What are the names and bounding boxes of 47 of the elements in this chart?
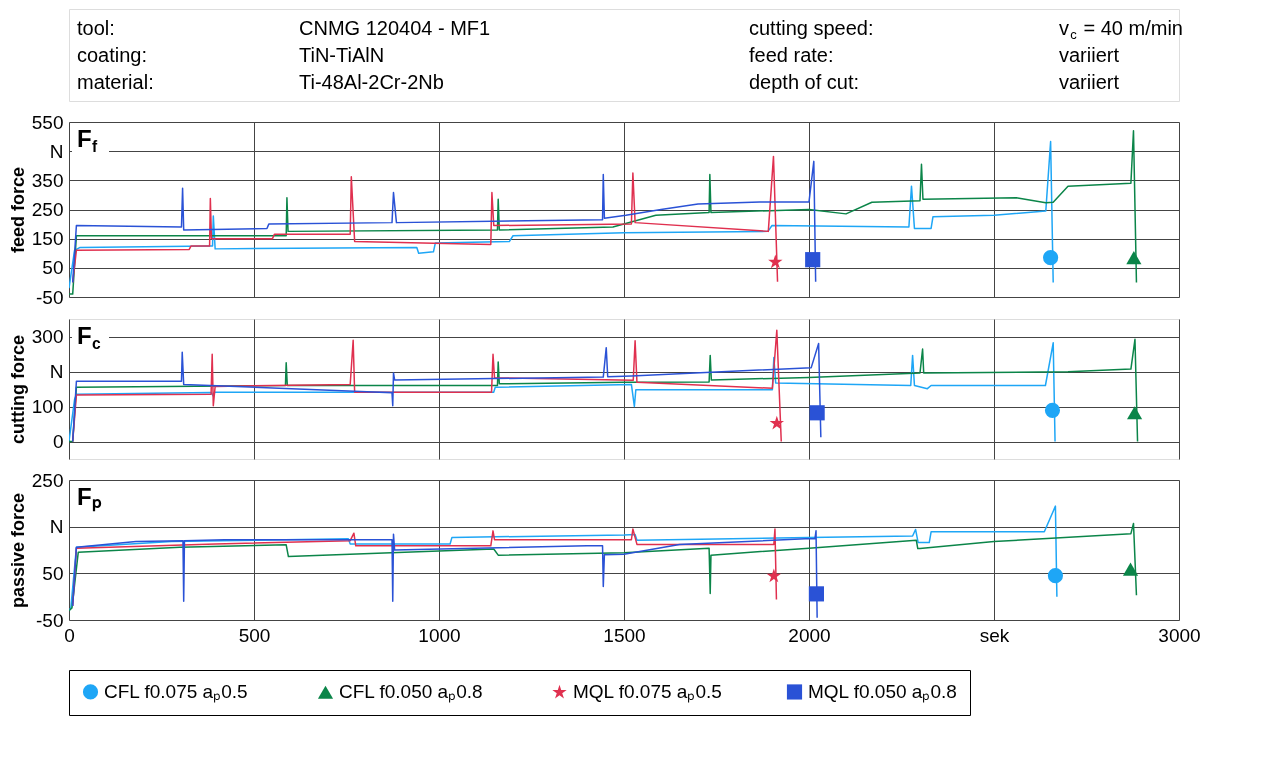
- x-tick-label: 3000: [1158, 624, 1201, 646]
- y-axis-title: passive force: [7, 492, 28, 609]
- legend-label: CFL f0.050 aₚ0.8: [339, 681, 483, 704]
- x-tick-label: 1500: [603, 624, 646, 646]
- y-tick-label: N: [49, 516, 64, 538]
- y-tick-label: 100: [31, 396, 64, 417]
- text: variiert: [1059, 44, 1120, 66]
- point: [1122, 562, 1139, 576]
- x-tick-label: 2000: [788, 624, 831, 646]
- y-tick-label: 50: [42, 257, 64, 279]
- y-tick-label: 150: [31, 228, 64, 250]
- line-series: [71, 329, 782, 443]
- y-tick-label: 250: [31, 469, 64, 491]
- x-tick-label: 500: [238, 624, 271, 646]
- line-series: [69, 130, 1138, 295]
- x-tick-label: sek: [979, 624, 1010, 646]
- text: coating:: [77, 44, 148, 66]
- chart-title: Fₚ: [77, 483, 102, 512]
- y-tick-label: N: [49, 140, 64, 162]
- text: Ti-48Al-2Cr-2Nb: [299, 71, 444, 93]
- y-tick-label: 250: [31, 199, 64, 220]
- point: [766, 568, 782, 583]
- y-tick-label: 300: [31, 326, 64, 347]
- y-tick-label: 50: [42, 562, 64, 584]
- text: feed rate:: [749, 44, 834, 66]
- legend-label: CFL f0.075 aₚ0.5: [104, 680, 248, 703]
- line-series: [69, 522, 1138, 612]
- point: [1047, 568, 1063, 584]
- text: material:: [77, 71, 154, 93]
- text: cutting speed:: [749, 17, 874, 39]
- y-tick-label: 550: [31, 111, 64, 133]
- y-tick-label: -50: [36, 286, 64, 308]
- y-tick-label: -50: [36, 609, 64, 631]
- text: depth of cut:: [749, 71, 860, 93]
- text: CNMG 120404 - MF1: [299, 17, 491, 39]
- legend-label: MQL f0.075 aₚ0.5: [573, 681, 722, 704]
- y-axis-title: cutting force: [7, 334, 28, 445]
- y-tick-label: 0: [52, 431, 64, 452]
- y-tick-label: N: [49, 361, 64, 382]
- x-tick-label: 1000: [418, 624, 461, 646]
- point: [808, 586, 824, 602]
- y-axis-title: feed force: [7, 166, 28, 254]
- text: tool:: [77, 17, 115, 39]
- y-tick-label: 350: [31, 169, 64, 191]
- legend-label: MQL f0.050 aₚ0.8: [808, 680, 957, 703]
- text: TiN-TiAlN: [299, 44, 385, 66]
- text: variiert: [1059, 71, 1120, 93]
